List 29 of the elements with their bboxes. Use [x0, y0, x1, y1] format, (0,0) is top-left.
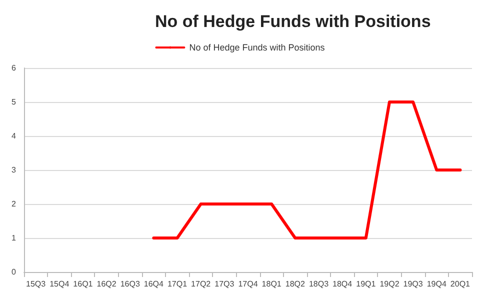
x-tick-label: 19Q1: [356, 280, 376, 288]
x-tick-label: 15Q4: [50, 280, 70, 288]
y-tick-label: 6: [12, 64, 17, 72]
chart-title: No of Hedge Funds with Positions: [155, 12, 431, 31]
x-tick-label: 19Q3: [403, 280, 424, 288]
x-tick-label: 17Q2: [191, 280, 212, 288]
y-tick-label: 2: [12, 200, 17, 208]
x-tick-label: 16Q3: [120, 280, 140, 288]
x-tick-label: 18Q4: [332, 280, 353, 288]
x-tick-label: 16Q1: [73, 280, 94, 288]
x-tick-label: 17Q4: [238, 280, 258, 288]
x-tick-label: 19Q2: [380, 280, 400, 288]
x-tick-label: 20Q1: [450, 280, 471, 288]
y-tick-label: 3: [12, 166, 17, 174]
x-tick-label: 16Q4: [144, 280, 164, 288]
y-tick-label: 1: [12, 234, 17, 242]
x-tick-label: 18Q2: [285, 280, 306, 288]
x-tick-label: 17Q1: [167, 280, 188, 288]
line-series: [152, 100, 462, 240]
y-tick-label: 5: [12, 98, 17, 106]
x-tick-label: 16Q2: [96, 280, 117, 288]
x-tick-label: 19Q4: [426, 280, 447, 288]
x-tick-label: 18Q3: [308, 280, 330, 288]
x-tick-label: 15Q3: [26, 280, 46, 288]
y-tick-label: 0: [12, 268, 17, 276]
x-tick-label: 18Q1: [262, 280, 282, 288]
y-tick-label: 4: [12, 132, 17, 140]
x-tick-label: 17Q3: [214, 280, 235, 288]
legend-label: No of Hedge Funds with Positions: [189, 42, 326, 52]
